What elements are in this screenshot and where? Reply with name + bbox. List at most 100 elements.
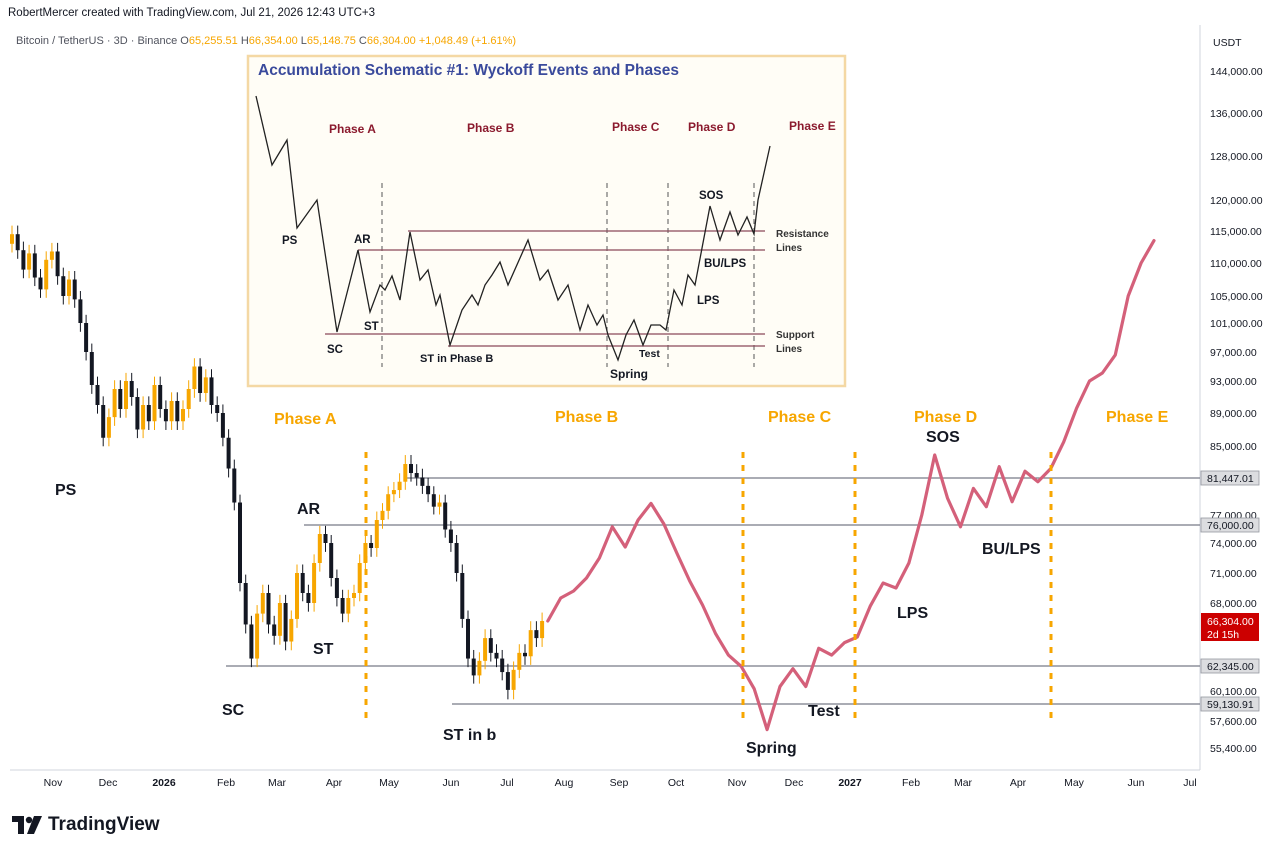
candle-body[interactable] xyxy=(540,621,545,639)
candle-body[interactable] xyxy=(67,279,71,297)
candle-body[interactable] xyxy=(391,490,396,495)
candle-body[interactable] xyxy=(49,251,54,260)
candle-body[interactable] xyxy=(443,502,448,530)
candle-body[interactable] xyxy=(437,502,442,507)
candle-body[interactable] xyxy=(266,593,271,625)
candle-body[interactable] xyxy=(346,598,351,614)
price-level-badge[interactable] xyxy=(1200,658,1260,674)
candle-body[interactable] xyxy=(317,534,322,563)
candle-body[interactable] xyxy=(129,381,134,397)
candle-body[interactable] xyxy=(78,299,83,323)
candle-body[interactable] xyxy=(528,630,533,657)
candle-body[interactable] xyxy=(460,573,465,619)
price-level-badge[interactable] xyxy=(1200,517,1260,533)
symbol-name[interactable]: Bitcoin / TetherUS · 3D · Binance xyxy=(16,35,178,47)
candle-body[interactable] xyxy=(260,593,265,614)
candle-body[interactable] xyxy=(488,638,493,653)
candlestick-series[interactable] xyxy=(10,225,545,700)
candle-body[interactable] xyxy=(277,603,282,636)
candle-body[interactable] xyxy=(295,573,299,619)
candle-body[interactable] xyxy=(386,494,391,511)
candle-body[interactable] xyxy=(55,251,60,277)
candle-body[interactable] xyxy=(448,529,453,544)
candle-body[interactable] xyxy=(329,543,334,578)
candle-body[interactable] xyxy=(397,481,402,491)
candle-body[interactable] xyxy=(203,377,208,393)
candle-body[interactable] xyxy=(357,563,362,593)
candle-body[interactable] xyxy=(306,593,311,603)
candle-body[interactable] xyxy=(323,534,328,543)
last-price-badge[interactable] xyxy=(1201,613,1259,641)
candle-body[interactable] xyxy=(494,652,499,659)
candle-body[interactable] xyxy=(414,473,419,478)
candle-body[interactable] xyxy=(72,279,77,300)
candle-body[interactable] xyxy=(420,477,425,486)
candle-body[interactable] xyxy=(334,578,339,598)
candle-body[interactable] xyxy=(243,583,248,625)
candle-body[interactable] xyxy=(340,598,345,614)
price-level-badge[interactable] xyxy=(1200,470,1260,486)
candle-body[interactable] xyxy=(38,277,43,290)
candle-body[interactable] xyxy=(21,250,26,270)
candle-body[interactable] xyxy=(352,593,356,598)
time-axis[interactable]: Nov Dec 2026 Feb Mar Apr May Jun Jul Aug Sep Oct Nov… xyxy=(44,777,1197,789)
candle-body[interactable] xyxy=(283,603,288,642)
projection-line[interactable] xyxy=(546,239,1156,732)
candle-body[interactable] xyxy=(169,401,174,422)
candle-body[interactable] xyxy=(471,658,476,676)
candle-body[interactable] xyxy=(511,669,516,690)
candle-body[interactable] xyxy=(141,405,146,430)
candle-body[interactable] xyxy=(192,366,197,390)
candle-body[interactable] xyxy=(380,510,385,520)
candle-body[interactable] xyxy=(106,417,111,438)
candle-body[interactable] xyxy=(61,276,66,296)
candle-body[interactable] xyxy=(84,323,89,352)
candle-body[interactable] xyxy=(403,464,408,482)
candle-body[interactable] xyxy=(209,377,214,405)
candle-body[interactable] xyxy=(523,652,527,657)
candle-body[interactable] xyxy=(272,624,277,636)
symbol-legend[interactable]: Bitcoin / TetherUS · 3D · Binance O65,25… xyxy=(16,35,516,47)
candle-body[interactable] xyxy=(198,366,203,394)
candle-body[interactable] xyxy=(255,613,260,659)
candle-body[interactable] xyxy=(226,437,231,469)
candle-body[interactable] xyxy=(175,401,180,422)
candle-body[interactable] xyxy=(27,253,32,270)
candle-body[interactable] xyxy=(409,464,413,474)
candle-body[interactable] xyxy=(505,672,510,690)
candle-body[interactable] xyxy=(135,397,140,430)
candle-body[interactable] xyxy=(220,413,225,438)
candle-body[interactable] xyxy=(163,409,168,422)
candle-body[interactable] xyxy=(454,543,459,573)
candle-body[interactable] xyxy=(500,658,505,673)
candle-body[interactable] xyxy=(426,485,431,495)
candle-body[interactable] xyxy=(363,543,368,563)
candle-body[interactable] xyxy=(124,381,128,409)
candle-body[interactable] xyxy=(312,563,317,603)
candle-body[interactable] xyxy=(44,259,49,290)
projection-path[interactable] xyxy=(546,239,1156,732)
candle-body[interactable] xyxy=(89,352,94,385)
candle-body[interactable] xyxy=(238,502,242,583)
price-axis[interactable]: 144,000.00 136,000.00 128,000.00 120,000.00… xyxy=(1210,66,1263,755)
candle-body[interactable] xyxy=(215,405,220,413)
candle-body[interactable] xyxy=(477,660,482,676)
price-level-badge[interactable] xyxy=(1200,696,1260,712)
candle-body[interactable] xyxy=(232,468,237,503)
candle-body[interactable] xyxy=(369,543,374,548)
candle-body[interactable] xyxy=(95,385,100,405)
candle-body[interactable] xyxy=(300,573,305,593)
candle-body[interactable] xyxy=(15,234,20,251)
horizontal-levels[interactable] xyxy=(226,477,1200,705)
candle-body[interactable] xyxy=(10,234,14,244)
candle-body[interactable] xyxy=(483,638,488,661)
candle-body[interactable] xyxy=(152,385,157,422)
candle-body[interactable] xyxy=(101,405,106,438)
price-badges[interactable]: 81,447.01 76,000.00 62,345.00 59,130.91 66,3… xyxy=(1200,470,1260,712)
candle-body[interactable] xyxy=(32,253,37,278)
candle-body[interactable] xyxy=(466,618,470,659)
candle-body[interactable] xyxy=(249,624,254,659)
candle-body[interactable] xyxy=(181,409,185,422)
candle-body[interactable] xyxy=(112,389,117,418)
candle-body[interactable] xyxy=(146,405,151,422)
